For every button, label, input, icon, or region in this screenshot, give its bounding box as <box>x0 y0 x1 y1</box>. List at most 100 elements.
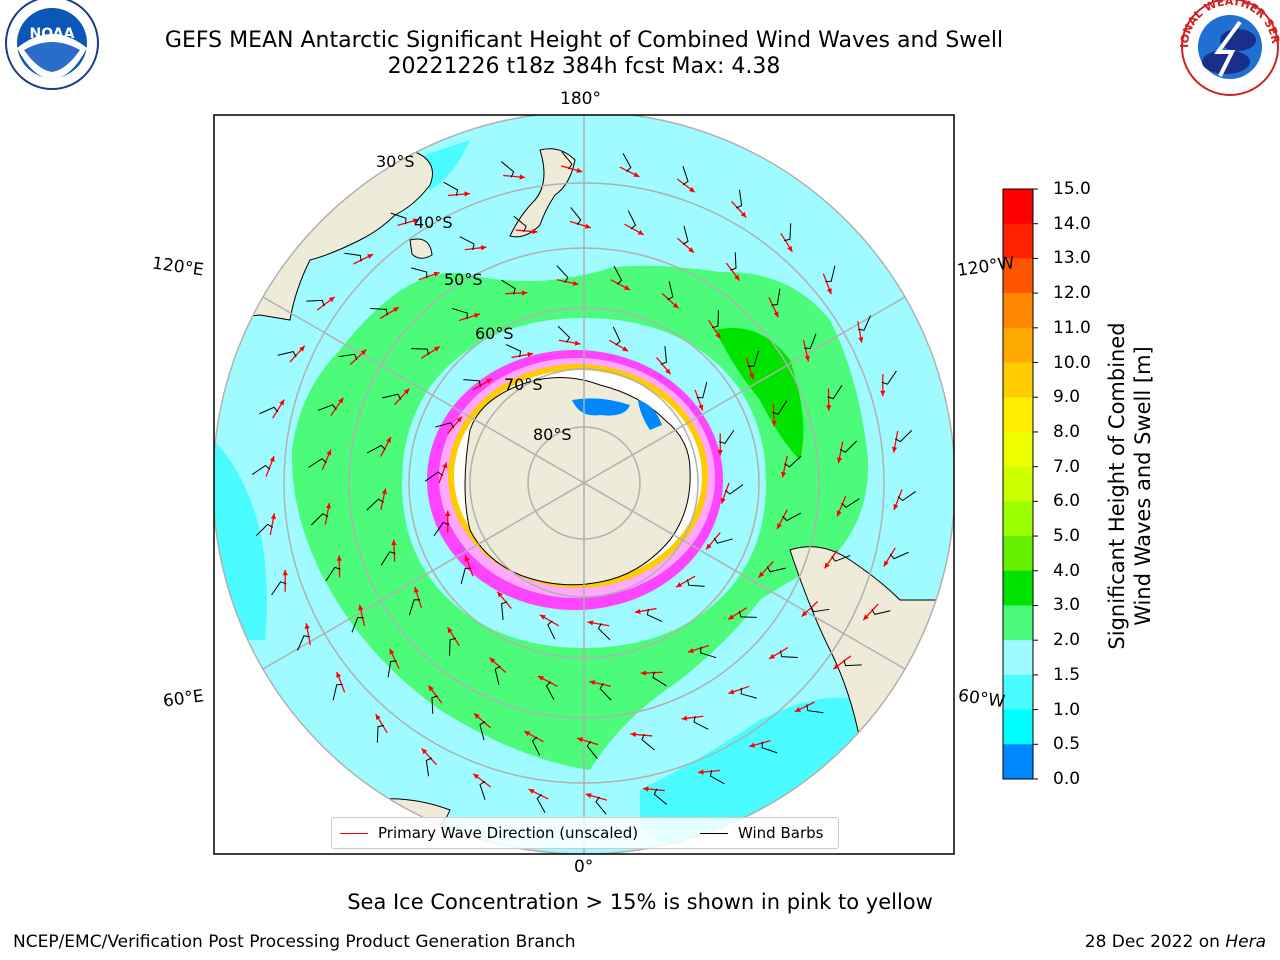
wave-arrow-head <box>893 504 899 510</box>
wave-arrow-head <box>587 620 594 626</box>
wind-barb <box>277 351 297 358</box>
colorbar-tick-label: 11.0 <box>1053 317 1091 338</box>
colorbar-segment <box>1003 223 1033 259</box>
wave-arrow-head <box>576 167 583 173</box>
wave-arrow-head <box>480 245 487 251</box>
ocean-patch-cyan <box>640 697 880 850</box>
colorbar-segment <box>1003 189 1033 225</box>
wind-barb <box>408 599 421 616</box>
colorbar-label: Significant Height of Combined Wind Wave… <box>1105 322 1155 650</box>
colorbar-tick-label: 7.0 <box>1053 456 1081 477</box>
wind-barb <box>687 579 705 587</box>
wind-barb <box>747 350 760 367</box>
colorbar-tick-label: 1.5 <box>1053 664 1081 685</box>
wind-barb <box>711 310 719 329</box>
colorbar-segment <box>1003 640 1033 676</box>
wind-barb <box>390 212 407 225</box>
wind-barb <box>806 704 824 714</box>
map-panel <box>214 115 954 854</box>
wind-barb <box>545 681 555 701</box>
wave-arrow-head <box>665 368 671 375</box>
wave-arrow-head <box>781 471 787 478</box>
legend-item-wave: Primary Wave Direction (unscaled) <box>340 824 638 842</box>
wave-arrow-head <box>367 254 374 259</box>
nws-logo: NATIONAL WEATHER SERVICE <box>0 0 1280 96</box>
wave-arrow-head <box>640 670 647 676</box>
wave-patch-4-5m <box>715 328 804 460</box>
wind-barb <box>841 498 860 508</box>
wave-arrow-head <box>326 449 332 456</box>
wind-barb <box>827 384 843 400</box>
wind-barb <box>613 265 623 285</box>
wave-arrow-head <box>637 229 644 235</box>
map-frame <box>213 114 955 855</box>
wave-arrow-head <box>473 773 480 780</box>
svg-text:NOAA: NOAA <box>30 26 75 42</box>
colorbar-tick-label: 15.0 <box>1053 179 1091 199</box>
wind-barb <box>561 151 573 170</box>
wave-arrow-head <box>521 290 528 296</box>
wave-arrow-head <box>428 685 434 692</box>
wind-barb <box>779 650 798 659</box>
wind-barb <box>366 498 384 511</box>
wave-arrow-head <box>589 680 596 686</box>
colorbar-tick-label: 5.0 <box>1053 526 1081 547</box>
ice-patch-blue <box>572 398 630 416</box>
wind-barb <box>366 444 386 454</box>
wave-arrow-head <box>630 731 636 738</box>
wave-arrow-head <box>447 627 453 634</box>
wave-arrow-head <box>421 748 428 755</box>
wind-barb <box>479 721 486 741</box>
wind-barb <box>889 551 909 560</box>
wind-barb <box>839 440 858 453</box>
wave-arrow-head <box>833 663 840 670</box>
colorbar-segment <box>1003 397 1033 433</box>
wind-barb <box>595 796 607 815</box>
wave-arrow-head <box>826 288 832 295</box>
land-tasmania <box>409 238 433 259</box>
wave-arrow-head <box>633 172 640 177</box>
wave-arrow-head <box>299 345 305 352</box>
wind-barb <box>501 279 516 295</box>
colorbar-segment <box>1003 501 1033 537</box>
wave-arrow-head <box>676 582 682 588</box>
colorbar-segment <box>1003 536 1033 572</box>
wind-barb <box>682 225 689 245</box>
wind-barb <box>431 695 438 714</box>
wind-barb <box>810 606 830 613</box>
wind-barb <box>653 788 667 805</box>
wave-arrow-head <box>412 218 419 224</box>
colorbar-segment <box>1003 431 1033 468</box>
wind-barb <box>310 513 329 526</box>
wind-barb <box>425 757 433 777</box>
wave-arrow-head <box>836 457 843 464</box>
wind-barb <box>831 555 851 562</box>
wave-arrow-head <box>622 346 629 352</box>
colorbar <box>1002 188 1038 780</box>
wind-barb <box>387 660 397 678</box>
lat-label-40s: 40°S <box>414 213 453 232</box>
colorbar-tick-label: 6.0 <box>1053 491 1081 512</box>
wave-arrow-head <box>528 789 535 794</box>
wind-barb <box>494 665 501 685</box>
colorbar-segment <box>1003 674 1033 711</box>
wind-barb <box>641 733 655 751</box>
wave-arrow-head <box>497 591 503 598</box>
wave-arrow-head <box>858 336 864 343</box>
wave-arrow-head <box>489 657 496 664</box>
wave-arrow-head <box>728 689 735 695</box>
wave-arrow-head <box>537 676 544 681</box>
wave-arrow-head <box>771 420 777 427</box>
footer-date: 28 Dec 2022 on Hera <box>1084 932 1266 952</box>
wind-barb <box>766 566 786 573</box>
wind-barb <box>501 161 515 178</box>
colorbar-segment <box>1003 605 1033 641</box>
wave-arrow-head <box>681 715 688 721</box>
colorbar-tick-label: 0.5 <box>1053 734 1081 755</box>
wave-arrow-head <box>758 571 765 578</box>
wind-barb <box>871 608 891 615</box>
colorbar-tick-label: 8.0 <box>1053 421 1081 442</box>
wind-barb <box>599 683 612 701</box>
wind-barb <box>667 281 674 301</box>
wave-arrow-head <box>325 502 332 509</box>
